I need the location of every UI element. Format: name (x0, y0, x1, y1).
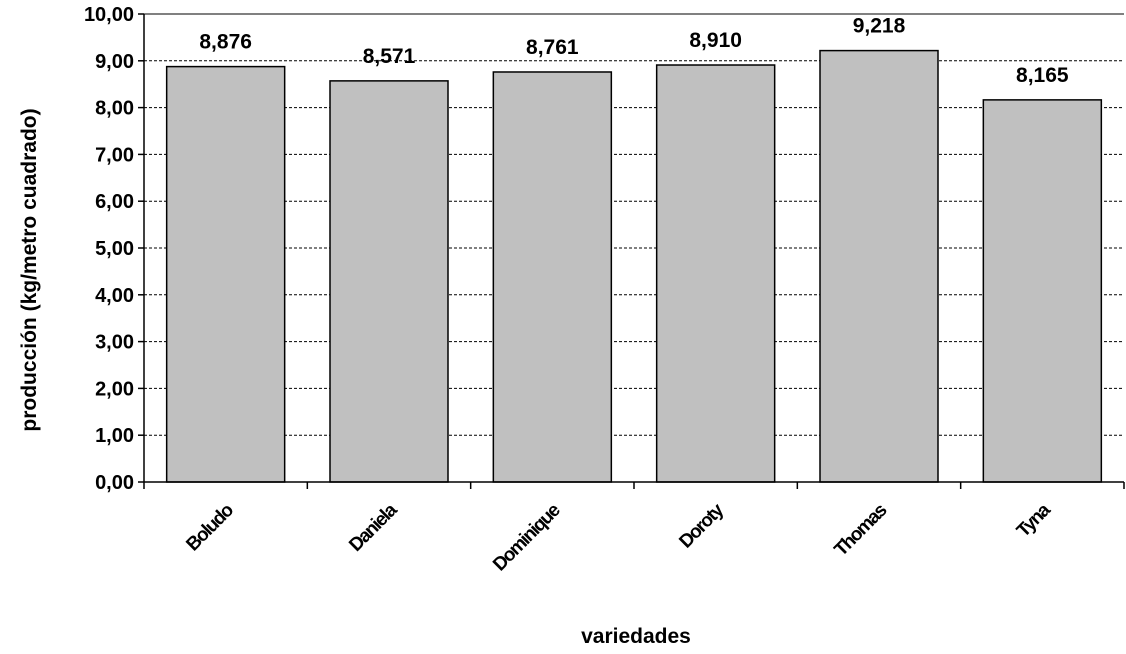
x-category-label: Boludo (182, 500, 237, 555)
bar-data-label: 8,876 (199, 31, 252, 54)
bar-data-label: 8,910 (689, 29, 742, 52)
bar (493, 72, 611, 482)
y-tick-label: 2,00 (95, 378, 134, 400)
y-tick-label: 7,00 (95, 144, 134, 166)
bar (330, 81, 448, 482)
y-tick-label: 4,00 (95, 285, 134, 307)
axes (138, 14, 1124, 489)
y-tick-label: 6,00 (95, 191, 134, 213)
bar (983, 100, 1101, 482)
x-category-label: Doroty (675, 499, 728, 552)
bar-data-label: 8,761 (526, 36, 579, 59)
y-tick-label: 8,00 (95, 98, 134, 120)
y-axis-title: producción (kg/metro cuadrado) (18, 108, 41, 431)
bar (657, 65, 775, 482)
bars (167, 51, 1102, 482)
y-tick-label: 1,00 (95, 425, 134, 447)
x-category-label: Dominique (489, 500, 564, 575)
bar-data-label: 8,571 (363, 45, 416, 68)
y-tick-label: 9,00 (95, 51, 134, 73)
y-tick-labels: 0,00 1,00 2,00 3,00 4,00 5,00 6,00 7,00 8,00 9,00… (84, 4, 134, 494)
x-category-label: Tyna (1013, 499, 1055, 541)
x-axis-title: variedades (581, 625, 691, 648)
y-tick-label: 3,00 (95, 332, 134, 354)
bar-data-label: 8,165 (1016, 64, 1069, 87)
bar (167, 67, 285, 482)
x-category-label: Thomas (831, 500, 892, 561)
y-tick-label: 5,00 (95, 238, 134, 260)
bar (820, 51, 938, 482)
x-category-labels: Boludo Daniela Dominique Doroty Thomas Tyna (182, 499, 1055, 575)
y-tick-label: 10,00 (84, 4, 134, 26)
gridlines (144, 14, 1124, 435)
bar-data-label: 9,218 (853, 15, 906, 38)
x-category-label: Daniela (345, 499, 402, 556)
y-tick-label: 0,00 (95, 472, 134, 494)
